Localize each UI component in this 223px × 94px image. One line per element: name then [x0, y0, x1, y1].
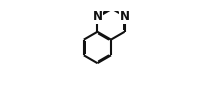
- Text: N: N: [92, 10, 102, 23]
- Text: N: N: [120, 10, 130, 23]
